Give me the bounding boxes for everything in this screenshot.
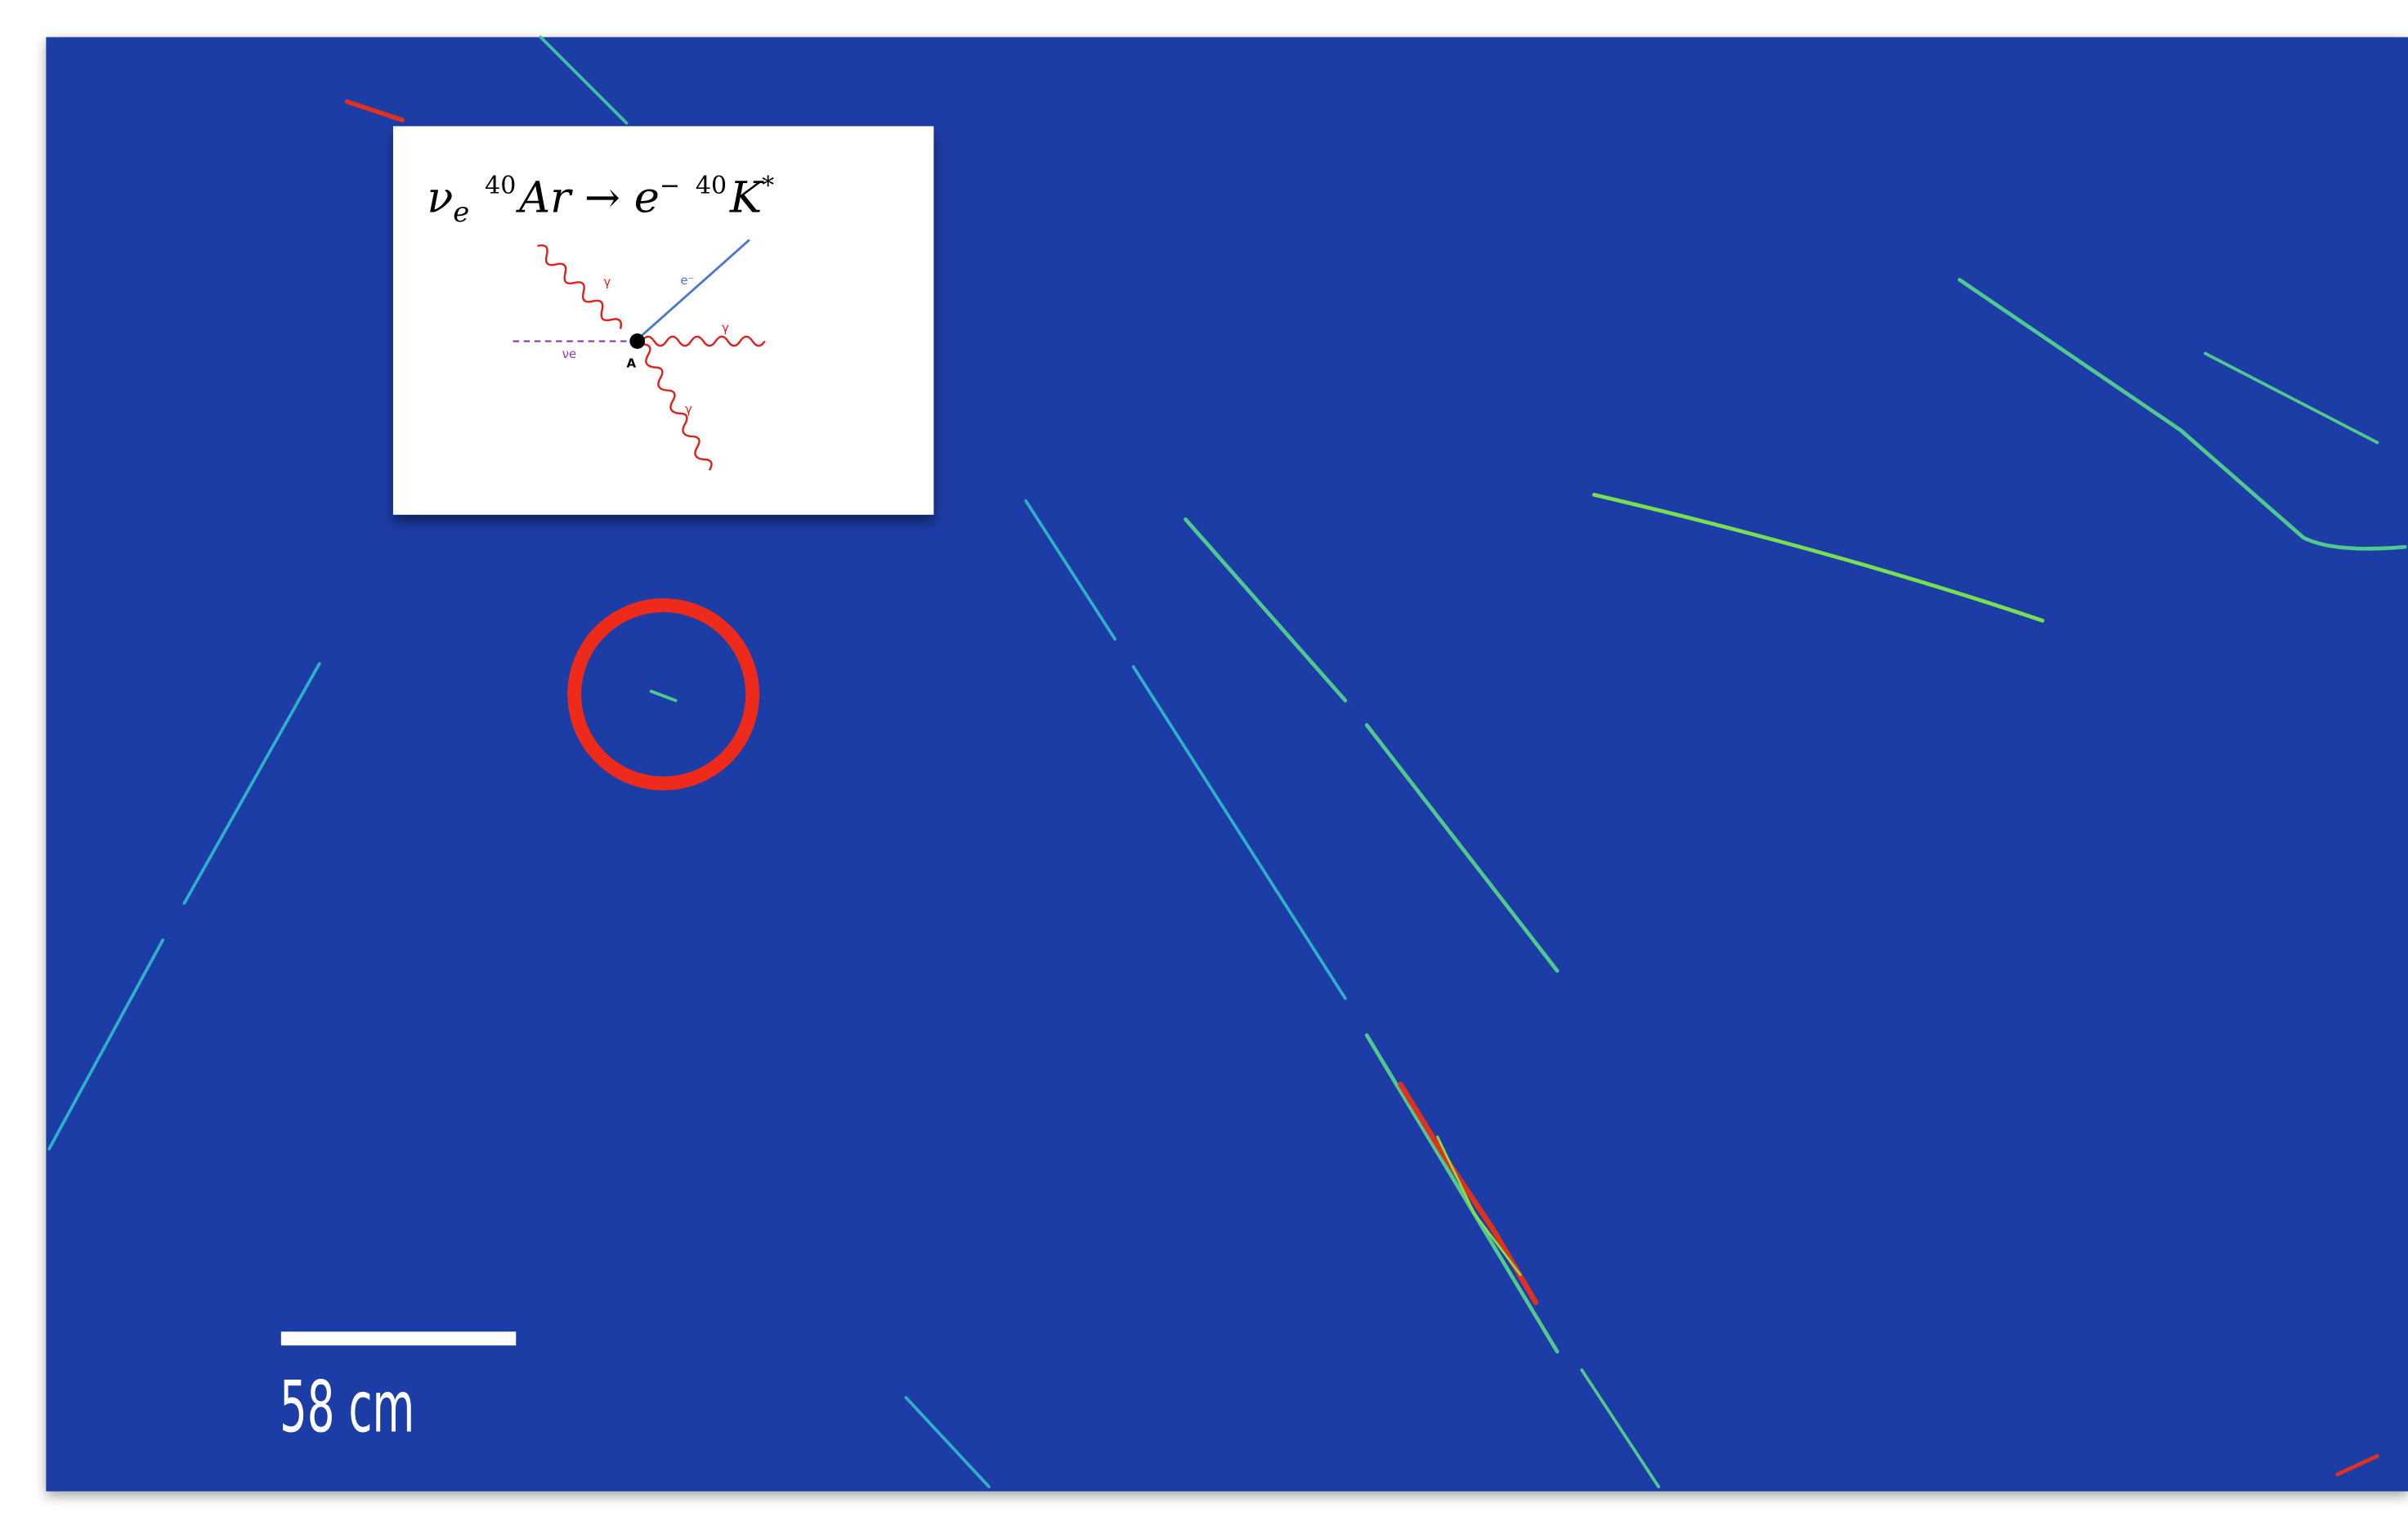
formula-part: 40 bbox=[485, 172, 516, 200]
formula-part: e bbox=[453, 196, 469, 228]
formula-part: K bbox=[729, 173, 764, 223]
diagram-label: γ bbox=[685, 402, 692, 417]
diagram-label: A bbox=[627, 356, 637, 370]
diagram-label: e⁻ bbox=[680, 273, 694, 288]
scale-label: 58 cm bbox=[280, 1367, 414, 1448]
diagram-label: γ bbox=[722, 320, 729, 335]
formula-part: Ar → e bbox=[516, 173, 660, 223]
page: {"inset": {"formula": ["ν", "e", "40", "… bbox=[0, 0, 2408, 1530]
event-display: νe40Ar → e−40K* γ e⁻ γ νe A γ 58 cm bbox=[0, 0, 2408, 1530]
formula-part: * bbox=[762, 172, 774, 200]
scale-bar bbox=[281, 1331, 516, 1345]
formula-part: ν bbox=[427, 173, 453, 223]
diagram-label: γ bbox=[603, 275, 611, 289]
formula-part: 40 bbox=[696, 172, 727, 200]
diagram-label: νe bbox=[562, 347, 577, 361]
formula-part: − bbox=[660, 172, 680, 200]
